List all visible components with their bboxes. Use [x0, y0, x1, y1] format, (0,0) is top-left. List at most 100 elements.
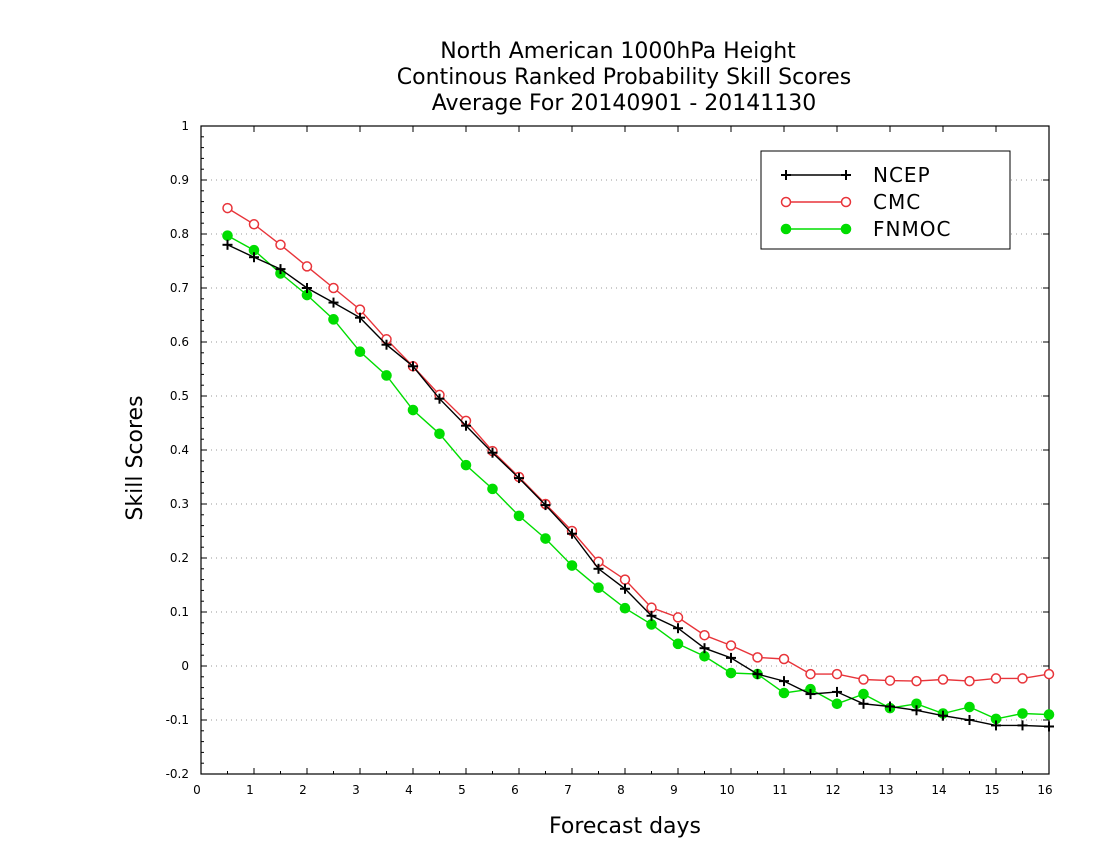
data-point-ncep — [434, 393, 445, 404]
x-tick-label: 3 — [352, 783, 360, 797]
y-tick-label: 0 — [181, 659, 189, 673]
grid-lines — [201, 179, 1049, 721]
x-tick-label: 9 — [670, 783, 678, 797]
y-tick-label: 0.5 — [170, 389, 189, 403]
x-tick-label: 15 — [984, 783, 999, 797]
x-tick-label: 4 — [405, 783, 413, 797]
series-line-ncep — [227, 244, 1050, 728]
x-tick-label: 0 — [193, 783, 201, 797]
legend-marker-fnmoc — [780, 223, 792, 235]
chart-title-line-3: Average For 20140901 - 20141130 — [432, 91, 817, 116]
x-tick-label: 7 — [564, 783, 572, 797]
axis-ticks: 10.90.80.70.60.50.40.30.20.10-0.1-0.20 1 2… — [166, 119, 1053, 797]
data-point-fnmoc — [354, 346, 366, 358]
y-tick-label: 0.3 — [170, 497, 189, 511]
data-point-ncep — [461, 420, 471, 431]
series-line-cmc — [227, 207, 1050, 682]
x-tick-label: 13 — [878, 783, 893, 797]
legend-marker-cmc — [780, 196, 792, 208]
data-point-cmc — [831, 668, 843, 680]
data-point-fnmoc — [1043, 709, 1055, 720]
y-axis-label: Skill Scores — [123, 395, 148, 520]
data-point-ncep — [355, 312, 365, 323]
data-point-fnmoc — [407, 404, 419, 416]
data-point-cmc — [619, 574, 631, 585]
data-point-ncep — [779, 676, 789, 687]
data-point-fnmoc — [964, 701, 975, 713]
series-ncep — [222, 239, 1054, 732]
x-tick-label: 14 — [931, 783, 946, 797]
x-tick-label: 1 — [246, 783, 254, 797]
data-point-ncep — [805, 689, 816, 700]
y-tick-label: -0.1 — [166, 713, 189, 727]
data-point-ncep — [726, 652, 736, 663]
data-point-fnmoc — [513, 510, 525, 522]
legend-marker-ncep — [781, 170, 791, 180]
data-point-fnmoc — [593, 582, 604, 594]
x-axis-label: Forecast days — [549, 814, 701, 839]
data-point-cmc — [301, 261, 313, 272]
data-point-ncep — [1044, 721, 1054, 732]
data-point-fnmoc — [672, 638, 684, 650]
data-point-fnmoc — [460, 459, 472, 471]
legend-item-fnmoc: FNMOC — [780, 217, 951, 241]
x-tick-label: 16 — [1037, 783, 1052, 797]
data-point-cmc — [778, 653, 790, 665]
series-layer — [222, 202, 1055, 732]
series-cmc — [222, 202, 1055, 687]
data-point-cmc — [275, 239, 286, 251]
x-tick-label: 5 — [458, 783, 466, 797]
x-tick-label: 11 — [772, 783, 787, 797]
data-point-ncep — [832, 686, 842, 697]
data-point-ncep — [964, 715, 975, 725]
data-point-fnmoc — [646, 619, 657, 630]
y-tick-label: 0.7 — [170, 281, 189, 295]
data-point-cmc — [911, 675, 922, 687]
data-point-fnmoc — [222, 230, 233, 241]
data-point-fnmoc — [1017, 708, 1028, 719]
series-fnmoc — [222, 230, 1055, 725]
data-point-cmc — [248, 219, 260, 230]
data-point-ncep — [514, 473, 524, 484]
data-point-ncep — [381, 339, 392, 350]
data-point-cmc — [884, 675, 896, 686]
data-point-ncep — [752, 669, 763, 680]
y-tick-label: 1 — [181, 119, 189, 133]
data-point-fnmoc — [858, 688, 869, 700]
data-point-ncep — [487, 447, 498, 458]
x-tick-label: 8 — [617, 783, 625, 797]
series-line-fnmoc — [227, 234, 1050, 720]
data-point-ncep — [699, 643, 710, 654]
data-point-ncep — [249, 252, 259, 263]
data-point-ncep — [673, 623, 683, 634]
y-tick-label: 0.4 — [170, 443, 189, 457]
data-point-cmc — [964, 675, 975, 687]
y-tick-label: 0.1 — [170, 605, 189, 619]
data-point-cmc — [752, 652, 763, 663]
legend-label-fnmoc: FNMOC — [873, 217, 951, 241]
data-point-cmc — [858, 674, 869, 685]
data-point-cmc — [990, 673, 1002, 684]
data-point-cmc — [937, 674, 949, 685]
y-tick-label: 0.9 — [170, 173, 189, 187]
legend-marker-cmc — [840, 196, 852, 208]
legend-item-cmc: CMC — [780, 190, 921, 214]
data-point-ncep — [1017, 720, 1028, 731]
data-point-fnmoc — [381, 370, 392, 381]
legend-item-ncep: NCEP — [781, 163, 930, 187]
x-tick-label: 6 — [511, 783, 519, 797]
data-point-ncep — [222, 239, 233, 250]
data-point-cmc — [699, 629, 710, 641]
data-point-ncep — [540, 500, 551, 511]
y-tick-label: 0.8 — [170, 227, 189, 241]
data-point-ncep — [408, 361, 418, 372]
data-point-ncep — [620, 583, 630, 594]
x-tick-label: 10 — [719, 783, 734, 797]
data-point-cmc — [672, 612, 684, 623]
data-point-fnmoc — [619, 602, 631, 614]
legend-label-cmc: CMC — [873, 190, 921, 214]
data-point-ncep — [991, 720, 1001, 731]
y-tick-label: 0.2 — [170, 551, 189, 565]
data-point-cmc — [1017, 673, 1028, 684]
